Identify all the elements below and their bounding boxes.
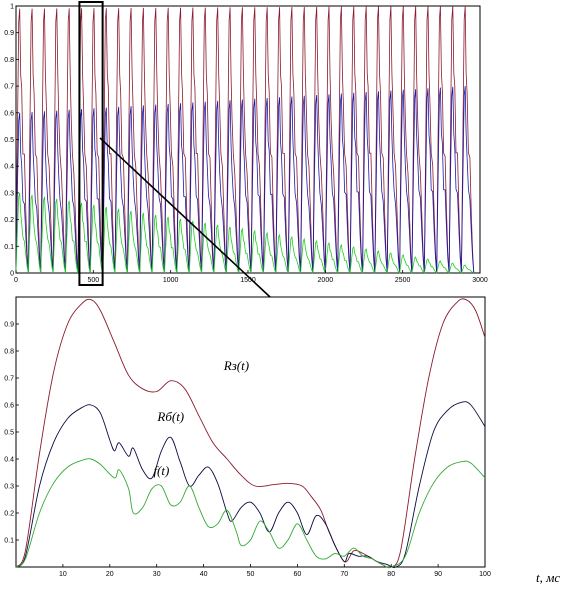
y-tick-label: 0.9 [4, 322, 14, 329]
top-axis-ticks: 0 500 1000 1500 2000 2500 3000 0 0.1 0.2 0.3 0.4 0.5… [4, 4, 488, 285]
top-y-tick-label: 0 [10, 271, 14, 278]
top-y-tick-label: 0.9 [4, 30, 14, 37]
x-tick-label: 20 [106, 571, 114, 578]
series-line-2 [15, 458, 486, 568]
top-x-tick-label: 2000 [318, 277, 334, 284]
x-tick-label: 70 [340, 571, 348, 578]
x-tick-label: 100 [479, 571, 491, 578]
bottom-axes-frame [15, 296, 486, 568]
top-x-tick-label: 2500 [395, 277, 411, 284]
top-x-tick-label: 1000 [163, 277, 179, 284]
y-tick-label: 0.1 [4, 538, 14, 545]
top-overview-chart: 0 500 1000 1500 2000 2500 3000 0 0.1 0.2 0.3 0.4 0.5… [4, 1, 488, 286]
top-y-tick-label: 0.7 [4, 84, 14, 91]
top-y-tick-label: 0.8 [4, 57, 14, 64]
zoom-highlight-box [78, 1, 104, 286]
top-series-line-1 [15, 86, 475, 274]
x-tick-label: 10 [59, 571, 67, 578]
series-annotation-0: Rз(t) [223, 358, 249, 373]
bottom-axis-ticks: 10 20 30 40 50 60 70 80 90 100 0.1 0.2 0.3 0.4 0.5 0.6 0… [4, 322, 491, 579]
x-tick-label: 60 [294, 571, 302, 578]
top-series-line-2 [15, 192, 474, 275]
y-tick-label: 0.8 [4, 349, 14, 356]
x-tick-label: 80 [387, 571, 395, 578]
top-x-tick-label: 0 [14, 277, 18, 284]
top-x-tick-label: 1500 [240, 277, 256, 284]
top-y-tick-label: 0.4 [4, 164, 14, 171]
series-annotation-1: Rб(t) [156, 409, 184, 424]
x-tick-label: 50 [247, 571, 255, 578]
y-tick-label: 0.2 [4, 511, 14, 518]
top-y-tick-label: 0.2 [4, 217, 14, 224]
y-tick-label: 0.5 [4, 430, 14, 437]
series-annotations: Rз(t) Rб(t) f(t) [153, 358, 249, 478]
y-tick-label: 0.7 [4, 376, 14, 383]
y-tick-label: 0.3 [4, 484, 14, 491]
top-series-line-0 [15, 5, 475, 274]
top-x-tick-label: 3000 [472, 277, 488, 284]
top-y-tick-label: 1 [10, 4, 14, 11]
x-tick-label: 40 [200, 571, 208, 578]
bottom-detail-chart: 10 20 30 40 50 60 70 80 90 100 0.1 0.2 0.3 0.4 0.5 0.6 0… [4, 296, 491, 579]
y-tick-label: 0.6 [4, 403, 14, 410]
x-tick-label: 30 [153, 571, 161, 578]
y-tick-label: 0.4 [4, 457, 14, 464]
series-line-1 [15, 401, 486, 568]
top-y-tick-label: 0.5 [4, 137, 14, 144]
top-y-tick-label: 0.1 [4, 244, 14, 251]
top-x-tick-label: 500 [87, 277, 99, 284]
top-y-tick-label: 0.6 [4, 110, 14, 117]
top-plot-area [15, 5, 475, 275]
bottom-plot-area [15, 298, 486, 569]
series-annotation-2: f(t) [153, 463, 169, 478]
x-tick-label: 90 [434, 571, 442, 578]
series-line-0 [15, 298, 486, 569]
x-axis-label: t, мс [536, 570, 560, 585]
top-y-tick-label: 0.3 [4, 190, 14, 197]
